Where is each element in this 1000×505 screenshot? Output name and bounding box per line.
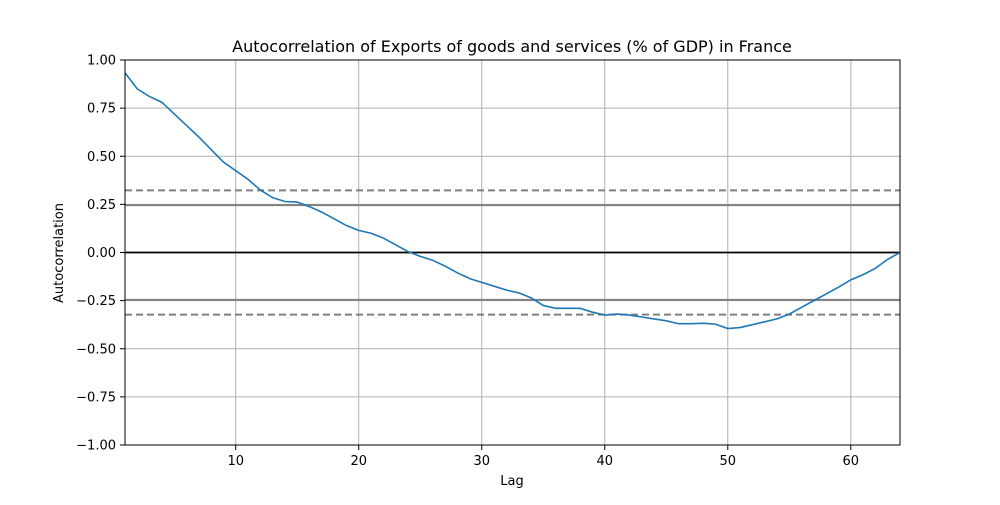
- x-tick-label: 30: [473, 454, 490, 469]
- y-tick-label: 0.50: [87, 150, 116, 165]
- y-tick-label: −0.50: [76, 342, 116, 357]
- y-tick-label: −0.25: [76, 294, 116, 309]
- x-tick-label: 40: [596, 454, 613, 469]
- x-axis-ticks: 10 20 30 40 50 60: [227, 445, 859, 469]
- x-tick-label: 50: [720, 454, 737, 469]
- x-tick-label: 20: [350, 454, 367, 469]
- y-axis-label: Autocorrelation: [52, 203, 67, 303]
- autocorrelation-series-line: [124, 72, 901, 330]
- x-tick-label: 60: [843, 454, 860, 469]
- reference-lines: [125, 189, 900, 316]
- y-tick-label: 0.00: [87, 246, 116, 261]
- y-tick-label: −0.75: [76, 390, 116, 405]
- y-axis-ticks: −1.00 −0.75 −0.50 −0.25 0.00 0.25 0.50 0.75 1.00: [76, 54, 125, 454]
- x-axis-label: Lag: [500, 474, 523, 489]
- y-tick-label: 1.00: [87, 54, 116, 69]
- chart-title: Autocorrelation of Exports of goods and …: [232, 37, 792, 56]
- y-tick-label: −1.00: [76, 439, 116, 454]
- x-tick-label: 10: [227, 454, 244, 469]
- y-tick-label: 0.75: [87, 102, 116, 117]
- y-tick-label: 0.25: [87, 198, 116, 213]
